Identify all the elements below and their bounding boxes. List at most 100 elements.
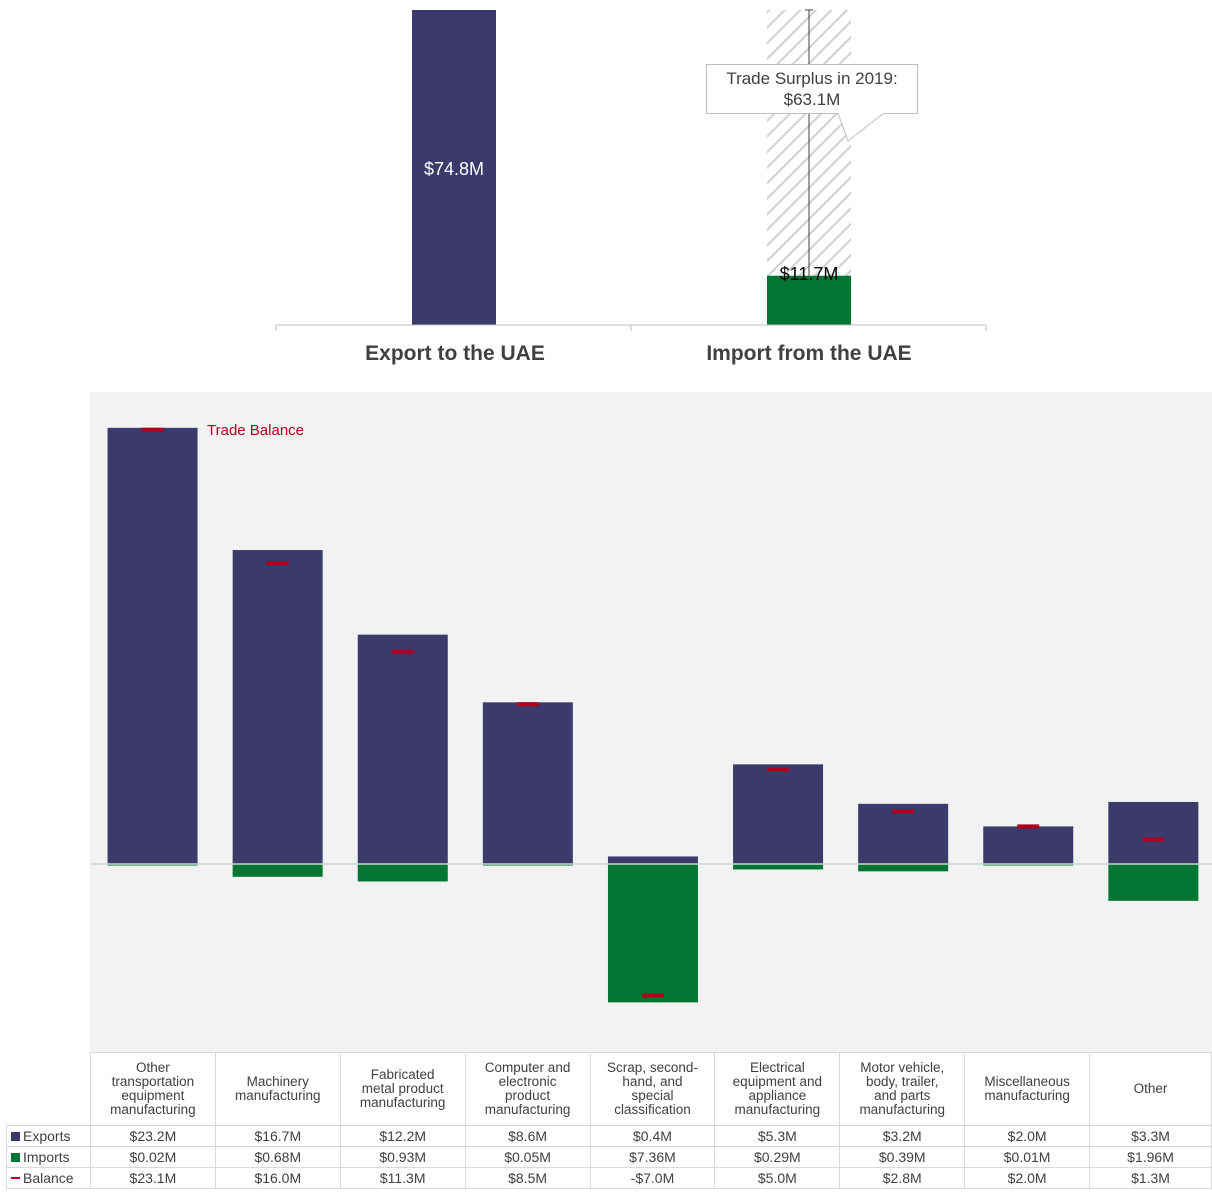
table-cell: $16.0M xyxy=(214,1167,341,1189)
category-header-line: Motor vehicle, xyxy=(860,1060,945,1075)
category-label-export: Export to the UAE xyxy=(365,342,545,365)
category-header-line: and parts xyxy=(874,1088,931,1103)
imports-bar xyxy=(232,864,323,877)
table-cell: $2.0M xyxy=(964,1125,1091,1147)
imports-bar xyxy=(357,864,448,882)
exports-bar xyxy=(482,702,573,864)
table-cell: $8.6M xyxy=(464,1125,591,1147)
table-cell: $16.7M xyxy=(214,1125,341,1147)
category-header: Electrical equipment and appliance manufact… xyxy=(714,1052,841,1126)
category-label-import: Import from the UAE xyxy=(706,342,912,365)
data-table: Other transportation equipment manufacturin… xyxy=(6,1052,1212,1189)
table-cell: $2.0M xyxy=(964,1167,1091,1189)
category-header-line: Computer and xyxy=(484,1060,571,1075)
table-cell: $0.01M xyxy=(964,1146,1091,1168)
exports-bar xyxy=(858,803,949,864)
callout-tail-cover xyxy=(839,112,883,114)
callout-line2: $63.1M xyxy=(783,90,841,109)
table-cell: $5.0M xyxy=(714,1167,841,1189)
table-row: Balance $23.1M $16.0M $11.3M $8.5M -$7.0M $5.0… xyxy=(6,1167,1212,1189)
import-bar xyxy=(767,275,851,325)
category-header-line: equipment xyxy=(121,1088,185,1103)
table-cell: $0.68M xyxy=(214,1146,341,1168)
balance-marker xyxy=(266,561,289,566)
category-header-line: manufacturing xyxy=(359,1095,446,1110)
table-cell: $0.05M xyxy=(464,1146,591,1168)
callout-line1: Trade Surplus in 2019: xyxy=(726,69,898,88)
table-cell: $12.2M xyxy=(339,1125,466,1147)
category-header-line: Scrap, second- xyxy=(607,1060,698,1075)
category-header-line: classification xyxy=(614,1102,691,1117)
imports-bar xyxy=(607,864,698,1003)
category-header-line: body, trailer, xyxy=(865,1074,939,1089)
category-header-line: special xyxy=(631,1088,674,1103)
trade-surplus-callout: Trade Surplus in 2019: $63.1M xyxy=(706,64,918,114)
legend-swatch xyxy=(11,1152,20,1162)
table-cell: $23.2M xyxy=(89,1125,216,1147)
category-header: Fabricated metal product manufacturing xyxy=(339,1052,466,1126)
category-header-line: manufacturing xyxy=(484,1102,571,1117)
balance-marker xyxy=(641,993,664,998)
legend-entry: Exports xyxy=(6,1125,91,1147)
category-header-line: electronic xyxy=(498,1074,557,1089)
table-cell: $8.5M xyxy=(464,1167,591,1189)
table-cell: $3.3M xyxy=(1089,1125,1212,1147)
table-cell: $5.3M xyxy=(714,1125,841,1147)
exports-bar xyxy=(357,634,448,864)
imports-bar xyxy=(858,864,949,872)
category-header-line: product xyxy=(505,1088,551,1103)
trade-balance-annotation: Trade Balance xyxy=(207,422,305,439)
exports-bar xyxy=(733,764,824,864)
category-header-line: manufacturing xyxy=(984,1088,1070,1103)
category-header-line: appliance xyxy=(748,1088,807,1103)
top-chart xyxy=(275,9,987,331)
table-corner xyxy=(7,1053,91,1126)
category-header-line: Other xyxy=(136,1060,170,1075)
legend-label: Balance xyxy=(23,1169,74,1186)
table-cell: $7.36M xyxy=(589,1146,716,1168)
balance-marker xyxy=(141,427,164,432)
imports-bar xyxy=(733,864,824,870)
category-header: Computer and electronic product manufacturi… xyxy=(464,1052,591,1126)
category-header: Machinery manufacturing xyxy=(214,1052,341,1126)
table-cell: $1.3M xyxy=(1089,1167,1212,1189)
table-cell: -$7.0M xyxy=(589,1167,716,1189)
category-header: Miscellaneous manufacturing xyxy=(964,1052,1091,1126)
table-cell: $0.39M xyxy=(839,1146,966,1168)
legend-swatch xyxy=(11,1176,20,1179)
category-header: Other transportation equipment manufacturin… xyxy=(89,1052,216,1126)
category-header-line: Miscellaneous xyxy=(984,1074,1070,1089)
legend-entry: Balance xyxy=(6,1167,91,1189)
category-header-line: hand, and xyxy=(622,1074,683,1089)
exports-bar xyxy=(232,550,323,864)
category-header-line: metal product xyxy=(361,1081,444,1096)
table-row: Imports $0.02M $0.68M $0.93M $0.05M $7.36M $0.… xyxy=(6,1146,1212,1168)
table-cell: $23.1M xyxy=(89,1167,216,1189)
table-cell: $0.29M xyxy=(714,1146,841,1168)
table-cell: $11.3M xyxy=(339,1167,466,1189)
table-cell: $2.8M xyxy=(839,1167,966,1189)
category-header: Other xyxy=(1089,1052,1212,1126)
table-cell: $3.2M xyxy=(839,1125,966,1147)
category-header-line: Machinery xyxy=(246,1074,309,1089)
exports-bar xyxy=(107,427,198,864)
category-header-line: transportation xyxy=(111,1074,195,1089)
table-cell: $0.02M xyxy=(89,1146,216,1168)
category-header: Scrap, second-hand, and special classifica… xyxy=(589,1052,716,1126)
exports-bar xyxy=(983,826,1074,864)
category-header-line: manufacturing xyxy=(859,1102,945,1117)
exports-bar xyxy=(607,856,698,864)
category-header-line: Electrical xyxy=(749,1060,805,1075)
balance-marker xyxy=(1142,837,1165,842)
category-header-line: manufacturing xyxy=(734,1102,821,1117)
category-header-line: equipment and xyxy=(732,1074,822,1089)
imports-bar xyxy=(1108,864,1199,901)
export-value-label: $74.8M xyxy=(423,159,485,179)
balance-marker xyxy=(1017,824,1040,829)
category-header: Motor vehicle, body, trailer, and parts man… xyxy=(839,1052,966,1126)
table-cell: $0.4M xyxy=(589,1125,716,1147)
legend-label: Imports xyxy=(23,1148,70,1165)
legend-label: Exports xyxy=(23,1127,71,1144)
balance-marker xyxy=(767,768,790,772)
